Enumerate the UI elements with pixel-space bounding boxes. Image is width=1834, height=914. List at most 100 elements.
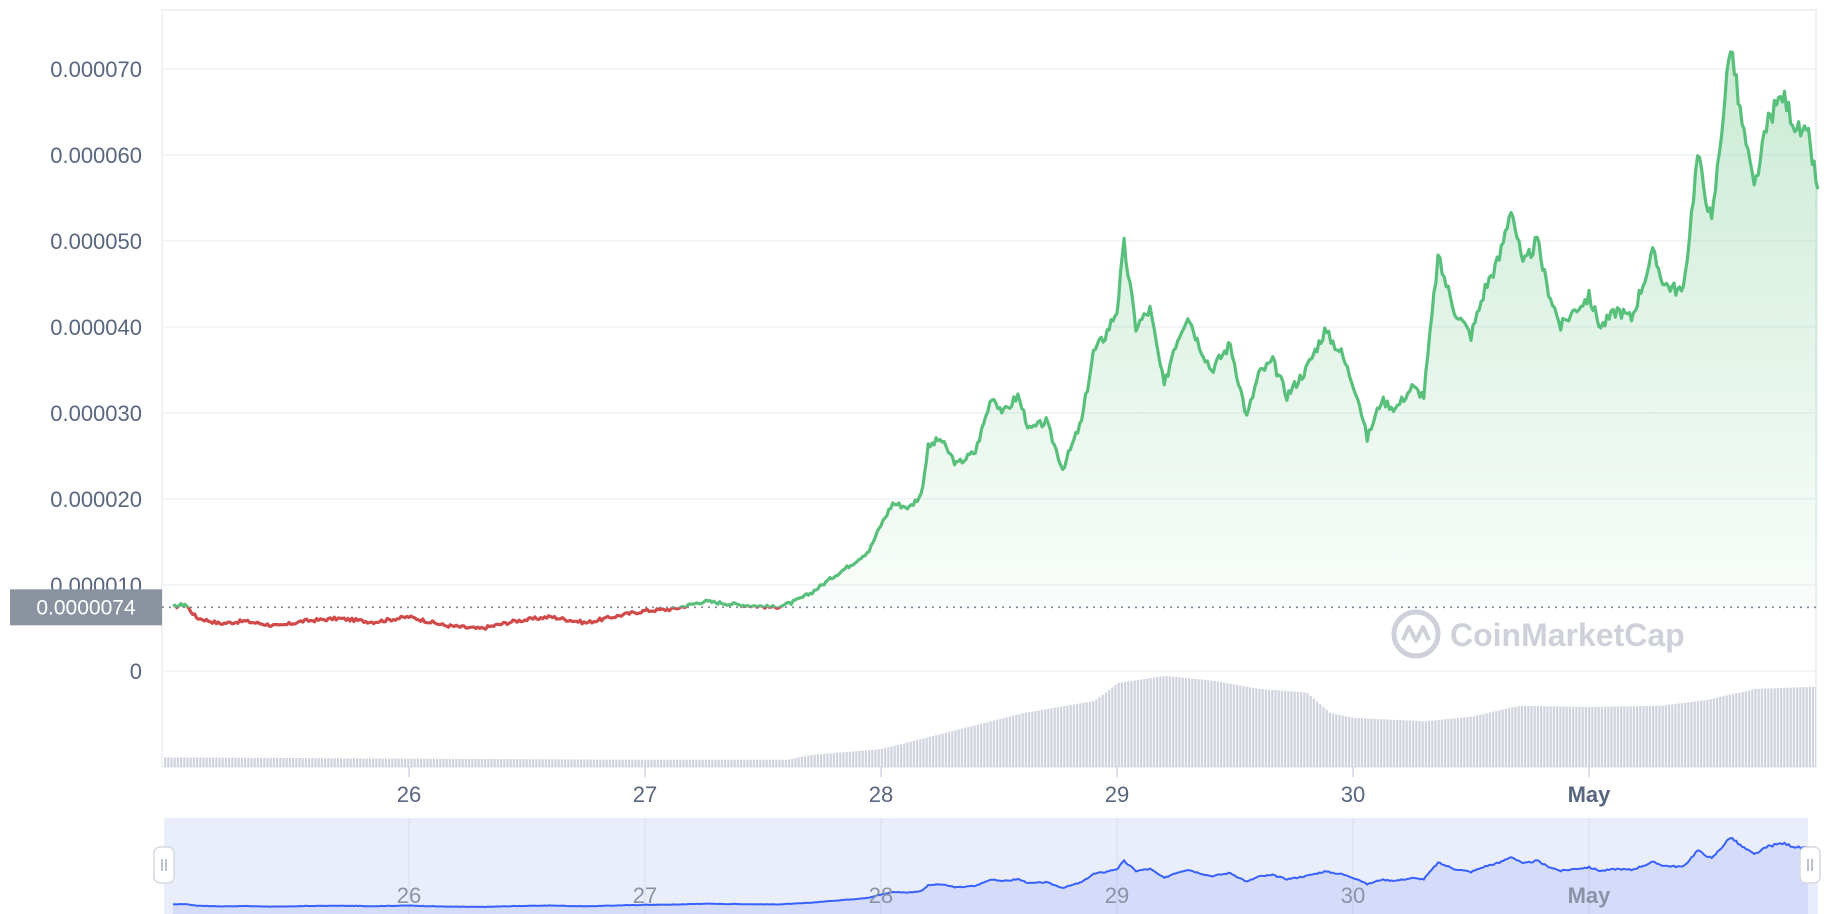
volume-bar (224, 757, 227, 767)
volume-bar (1671, 704, 1674, 767)
volume-bar (1607, 706, 1610, 767)
volume-bar (852, 751, 855, 767)
volume-bar (1146, 678, 1149, 767)
volume-bar (1495, 711, 1498, 767)
volume-bar (1229, 683, 1232, 767)
volume-bar (512, 759, 515, 767)
y-tick-label: 0.000060 (50, 143, 142, 168)
volume-bar (797, 757, 800, 767)
volume-bar (1588, 707, 1591, 767)
volume-bar (1760, 688, 1763, 767)
volume-bar (1616, 706, 1619, 767)
volume-bar (746, 759, 749, 767)
volume-bar (1012, 715, 1015, 767)
volume-bar (496, 759, 499, 767)
volume-bar (231, 757, 234, 767)
volume-bar (1338, 714, 1341, 767)
volume-bar (1200, 679, 1203, 767)
volume-bar (775, 759, 778, 767)
volume-bar (311, 758, 314, 767)
volume-bar (1383, 719, 1386, 767)
volume-bar (567, 759, 570, 767)
volume-bar (1015, 714, 1018, 767)
navigator-area (173, 838, 1818, 914)
volume-bar (391, 758, 394, 767)
volume-bar (743, 759, 746, 767)
volume-bar (423, 758, 426, 767)
volume-bar (388, 758, 391, 767)
volume-bar (439, 758, 442, 767)
volume-bar (1322, 706, 1325, 767)
volume-bar (493, 759, 496, 767)
volume-bar (791, 758, 794, 767)
volume-bar (503, 759, 506, 767)
volume-bar (1072, 704, 1075, 767)
volume-bar (288, 758, 291, 767)
volume-bar (1191, 678, 1194, 767)
volume-bar (628, 759, 631, 767)
volume-bar (1360, 718, 1363, 767)
volume-bar (605, 759, 608, 767)
volume-bar (1316, 701, 1319, 767)
volume-bar (663, 759, 666, 767)
navigator-right-handle[interactable] (1799, 846, 1821, 884)
volume-bar (1021, 713, 1024, 767)
volume-bar (1655, 705, 1658, 767)
volume-bar (1380, 719, 1383, 767)
volume-bar (468, 758, 471, 767)
volume-bar (1172, 676, 1175, 767)
volume-bar (519, 759, 522, 767)
volume-bar (240, 757, 243, 767)
volume-bar (1549, 706, 1552, 767)
x-axis: 26 27 28 29 30 May (397, 767, 1611, 807)
volume-bar (1236, 685, 1239, 767)
volume-bar (1287, 691, 1290, 767)
volume-bar (925, 737, 928, 767)
volume-bar (1613, 706, 1616, 767)
volume-bar (983, 723, 986, 767)
volume-bar (1399, 720, 1402, 767)
navigator[interactable]: 26 27 28 29 30 May (153, 818, 1821, 914)
reference-price-label: 0.0000074 (36, 596, 136, 619)
coinmarketcap-watermark: CoinMarketCap (1391, 609, 1685, 659)
volume-bar (1389, 719, 1392, 767)
volume-bar (1540, 706, 1543, 767)
volume-bar (1303, 692, 1306, 767)
volume-bar (861, 750, 864, 767)
volume-bar (1741, 691, 1744, 767)
volume-bar (1082, 702, 1085, 767)
volume-bar (1296, 691, 1299, 767)
volume-bar (554, 759, 557, 767)
volume-bar (976, 724, 979, 767)
volume-bar (1556, 706, 1559, 767)
volume-bar (1501, 709, 1504, 767)
volume-bar (631, 759, 634, 767)
volume-bar (688, 759, 691, 767)
volume-bar (170, 757, 173, 767)
volume-bar (912, 740, 915, 767)
volume-bar (1482, 714, 1485, 767)
volume-bar (1639, 706, 1642, 767)
navigator-selection[interactable] (164, 818, 1808, 914)
volume-bar (794, 758, 797, 767)
volume-bar (215, 757, 218, 767)
volume-bar (935, 735, 938, 767)
volume-bar (378, 758, 381, 767)
volume-bar (1024, 712, 1027, 767)
volume-bar (1293, 691, 1296, 767)
volume-bar (1508, 708, 1511, 767)
volume-bar (1626, 706, 1629, 767)
volume-bar (256, 757, 259, 767)
volume-bar (1674, 703, 1677, 767)
volume-bar (900, 744, 903, 767)
volume-bar (1056, 707, 1059, 767)
volume-bar (1450, 718, 1453, 767)
navigator-left-handle[interactable] (153, 846, 175, 884)
volume-bar (1732, 694, 1735, 767)
volume-bar (877, 749, 880, 767)
volume-bar (903, 743, 906, 767)
volume-bar (1277, 690, 1280, 767)
price-area-fill (173, 52, 1818, 608)
volume-bar (1341, 715, 1344, 767)
volume-bar (1396, 720, 1399, 767)
